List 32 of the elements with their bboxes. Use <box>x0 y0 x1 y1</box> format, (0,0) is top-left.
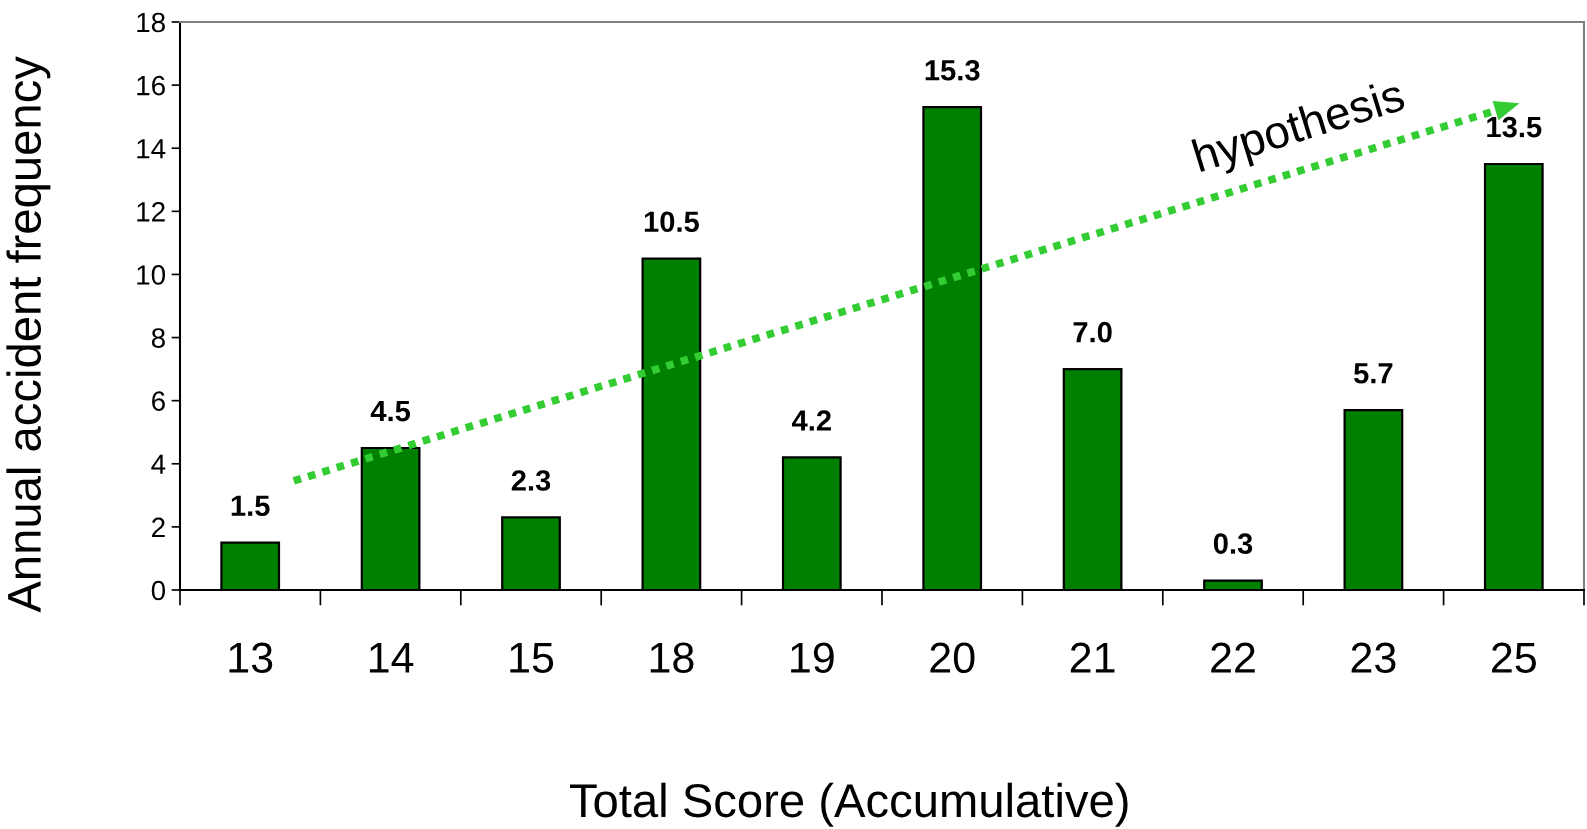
x-axis-title: Total Score (Accumulative) <box>569 782 1128 827</box>
y-tick-label: 16 <box>137 75 165 96</box>
data-label: 13.5 <box>1487 116 1542 138</box>
data-label: 2.3 <box>511 470 551 491</box>
data-label: 1.5 <box>231 495 270 517</box>
x-tick-label: 14 <box>369 642 414 673</box>
x-tick-label: 23 <box>1351 642 1396 674</box>
x-tick-label: 19 <box>791 642 834 674</box>
y-tick-label: 14 <box>137 139 166 159</box>
y-axis-title: Annual accident frequency <box>6 56 51 613</box>
x-tick-label: 21 <box>1070 642 1115 673</box>
y-tick-label: 2 <box>152 517 165 537</box>
y-tick-label: 8 <box>151 328 165 348</box>
x-tick-label: 25 <box>1492 642 1536 674</box>
y-tick-label: 18 <box>137 12 165 33</box>
data-label: 7.0 <box>1073 321 1112 343</box>
y-tick-label: 12 <box>137 202 165 222</box>
data-label: 10.5 <box>644 211 699 233</box>
y-tick-label: 4 <box>151 454 166 474</box>
y-tick-label: 6 <box>152 391 165 412</box>
x-tick-label: 18 <box>650 642 694 674</box>
x-tick-label: 22 <box>1211 642 1255 673</box>
y-tick-label: 10 <box>137 265 166 285</box>
x-tick-label: 15 <box>510 642 554 674</box>
y-tick-label: 0 <box>151 580 166 601</box>
data-label: 4.2 <box>791 410 831 431</box>
data-label: 15.3 <box>925 59 980 81</box>
data-label: 4.5 <box>370 401 411 422</box>
data-label: 0.3 <box>1213 533 1253 554</box>
x-tick-label: 20 <box>930 642 975 674</box>
x-tick-label: 13 <box>229 642 273 674</box>
data-label: 5.7 <box>1354 363 1393 384</box>
